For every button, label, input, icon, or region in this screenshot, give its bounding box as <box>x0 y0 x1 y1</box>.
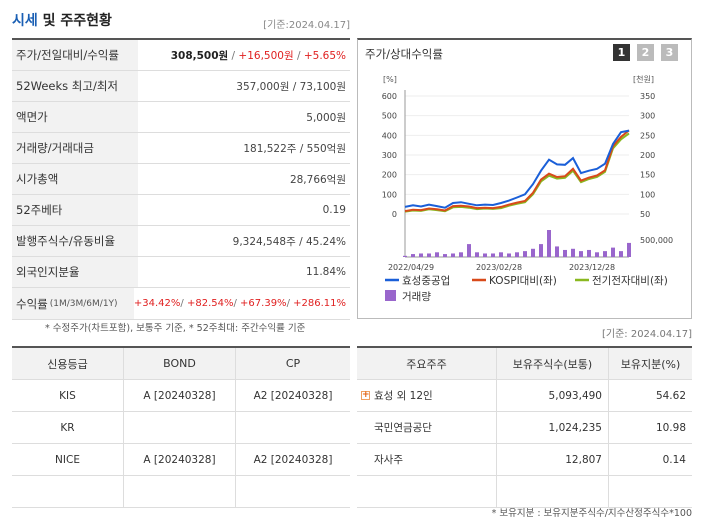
volume-bar <box>611 247 615 257</box>
table-header: 주요주주 보유주식수(보통) 보유지분(%) <box>357 348 692 380</box>
volume-bar <box>419 253 423 257</box>
quote-row-52weeks: 52Weeks 최고/최저 357,000원 / 73,100원 <box>12 71 350 102</box>
volume-bar <box>435 252 439 257</box>
volume-bar <box>459 252 463 257</box>
left-tick-label: 500 <box>382 112 397 121</box>
quote-row-shares: 발행주식수/유동비율 9,324,548주 / 45.24% <box>12 226 350 257</box>
right-tick-label: 300 <box>640 112 655 121</box>
volume-bar <box>491 253 495 257</box>
expand-plus-icon[interactable]: + <box>361 390 370 400</box>
quote-row-marketcap: 시가총액 28,766억원 <box>12 164 350 195</box>
volume-bar <box>475 252 479 257</box>
legend-label: KOSPI대비(좌) <box>489 275 557 287</box>
volume-bar <box>523 251 527 257</box>
period-button-2[interactable]: 2 <box>637 44 654 61</box>
quote-row-returns: 수익률 (1M/3M/6M/1Y) +34.42%/ +82.54%/ +67.3… <box>12 288 350 320</box>
volume-bar <box>467 244 471 257</box>
table-header: 신용등급 BOND CP <box>12 348 350 380</box>
legend-label: 거래량 <box>402 291 431 303</box>
volume-bar <box>403 255 407 257</box>
right-tick-label: 50 <box>640 210 650 219</box>
chart-panel <box>357 38 692 319</box>
quote-row-beta: 52주베타 0.19 <box>12 195 350 226</box>
table-row: KR <box>12 412 350 444</box>
chart-base-date: [기준: 2024.04.17] <box>601 329 692 340</box>
credit-rating-table: 신용등급 BOND CP KIS A [20240328] A2 [202403… <box>12 346 350 508</box>
left-tick-label: 200 <box>382 171 397 180</box>
right-tick-label: 200 <box>640 151 655 160</box>
right-tick-label: 350 <box>640 92 655 101</box>
volume-bar <box>483 253 487 257</box>
volume-bar <box>595 252 599 257</box>
volume-bar <box>587 249 591 257</box>
table-row: + 효성 외 12인 5,093,490 54.62 <box>357 380 692 412</box>
table-row: 국민연금공단 1,024,235 10.98 <box>357 412 692 444</box>
returns-value: +34.42%/ +82.54%/ +67.39%/ +286.11% <box>133 298 346 309</box>
volume-bar <box>507 253 511 257</box>
major-shareholders-table: 주요주주 보유주식수(보통) 보유지분(%) + 효성 외 12인 5,093,4… <box>357 346 692 508</box>
chart-title: 주가/상대수익률 <box>365 47 443 61</box>
quote-row-volume: 거래량/거래대금 181,522주 / 550억원 <box>12 133 350 164</box>
volume-bar <box>411 254 415 257</box>
table-row <box>12 476 350 508</box>
quote-table: 주가/전일대비/수익률 308,500원 / +16,500원 / +5.65%… <box>12 38 350 320</box>
left-tick-label: 300 <box>382 151 397 160</box>
volume-bar <box>579 251 583 257</box>
holder-name: 효성 외 12인 <box>374 390 433 402</box>
volume-bar <box>555 246 559 257</box>
table-row <box>357 476 692 508</box>
volume-bar <box>547 230 551 257</box>
legend-label: 효성중공업 <box>402 274 450 287</box>
table-row: 자사주 12,807 0.14 <box>357 444 692 476</box>
period-button-1[interactable]: 1 <box>613 44 630 61</box>
series-line <box>404 129 630 213</box>
legend-label: 전기전자대비(좌) <box>592 275 668 287</box>
series-line <box>404 129 630 209</box>
price-value: 308,500원 / +16,500원 / +5.65% <box>170 49 346 62</box>
holders-note: * 보유지분 : 보유지분주식수/지수산정주식수*100 <box>491 508 692 519</box>
quote-label: 주가/전일대비/수익률 <box>12 40 138 70</box>
left-tick-label: 100 <box>382 190 397 199</box>
series-line <box>404 132 630 213</box>
quote-note: * 수정주가(차트포함), 보통주 기준, * 52주최대: 주간수익률 기준 <box>45 323 306 334</box>
volume-bar <box>451 253 455 257</box>
table-row: KIS A [20240328] A2 [20240328] <box>12 380 350 412</box>
legend-swatch <box>385 290 396 301</box>
relative-return-chart: [%] [천원] 0 100 200 300 400 500 600 50 100 150 200 250… <box>382 74 673 303</box>
period-button-3[interactable]: 3 <box>661 44 678 61</box>
left-tick-label: 600 <box>382 92 397 101</box>
right-tick-label: 100 <box>640 190 655 199</box>
volume-bar <box>627 242 631 257</box>
x-tick-label: 2023/12/28 <box>569 263 615 272</box>
volume-bar <box>539 244 543 257</box>
quote-row-foreign: 외국인지분율 11.84% <box>12 257 350 288</box>
volume-bar <box>571 248 575 257</box>
right-tick-label: 250 <box>640 131 655 140</box>
x-tick-label: 2022/04/29 <box>388 263 434 272</box>
table-row: NICE A [20240328] A2 [20240328] <box>12 444 350 476</box>
volume-bar <box>603 251 607 257</box>
section-title: 시세 및 주주현황 <box>12 13 112 29</box>
right-tick-label: 150 <box>640 171 655 180</box>
volume-bar <box>563 249 567 257</box>
volume-bar <box>515 252 519 257</box>
volume-bar <box>499 252 503 257</box>
volume-bar <box>619 251 623 257</box>
left-axis-unit: [%] <box>383 75 397 84</box>
volume-bar <box>427 253 431 257</box>
right-axis-unit: [천원] <box>633 74 654 84</box>
left-tick-label: 0 <box>392 210 397 219</box>
left-tick-label: 400 <box>382 131 397 140</box>
base-date: [기준:2024.04.17] <box>263 20 350 31</box>
x-tick-label: 2023/02/28 <box>476 263 522 272</box>
volume-tick-label: 500,000 <box>640 236 673 245</box>
quote-row-price: 주가/전일대비/수익률 308,500원 / +16,500원 / +5.65% <box>12 40 350 71</box>
volume-bar <box>443 254 447 257</box>
quote-row-par: 액면가 5,000원 <box>12 102 350 133</box>
volume-bar <box>531 248 535 257</box>
